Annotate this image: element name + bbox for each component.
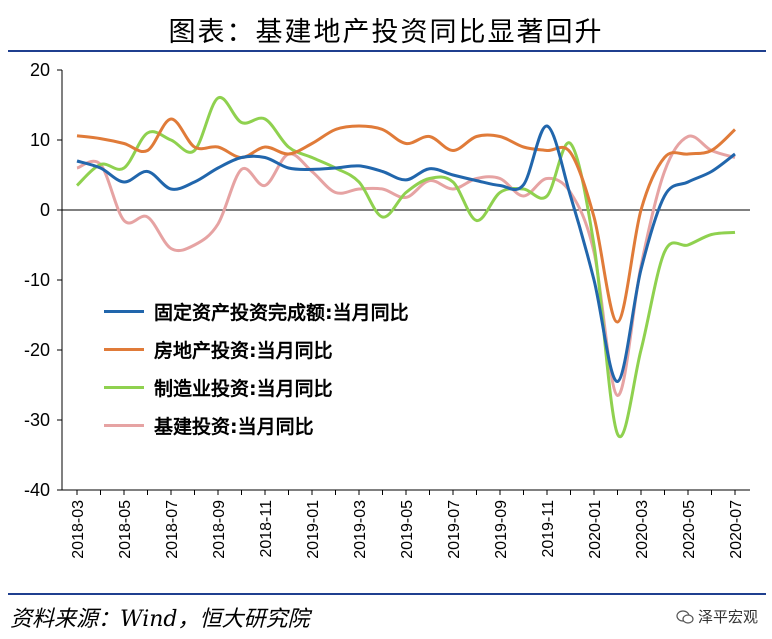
x-tick-label: 2020-07: [728, 500, 745, 559]
x-tick-label: 2019-11: [540, 500, 557, 558]
x-tick-label: 2019-07: [446, 500, 463, 559]
chart-title: 图表：基建地产投资同比显著回升: [168, 17, 604, 48]
legend-swatch: [104, 309, 144, 313]
y-tick-label: 10: [30, 130, 50, 150]
x-tick-label: 2018-07: [164, 500, 181, 559]
y-tick-label: 20: [30, 60, 50, 80]
legend-label: 房地产投资:当月同比: [154, 339, 333, 362]
legend-label: 固定资产投资完成额:当月同比: [154, 301, 409, 324]
y-tick-label: -10: [24, 270, 50, 290]
x-tick-label: 2019-09: [493, 500, 510, 559]
y-tick-label: -40: [24, 480, 50, 500]
wechat-icon: [676, 609, 694, 624]
title-bar: 图表：基建地产投资同比显著回升: [0, 0, 772, 56]
legend-swatch: [104, 385, 144, 389]
legend-swatch: [104, 423, 144, 427]
source-rule: [8, 593, 766, 595]
legend: 固定资产投资完成额:当月同比 房地产投资:当月同比 制造业投资:当月同比 基建投资:当…: [104, 292, 409, 444]
chart: 20 10 0 -10 -20 -30 -40 2018-03 2018-05 2018-07 20…: [24, 60, 750, 559]
y-tick-label: 0: [40, 200, 50, 220]
x-tick-label: 2020-03: [634, 500, 651, 559]
y-tick-label: -20: [24, 340, 50, 360]
watermark: 泽平宏观: [676, 606, 758, 627]
x-tick-label: 2019-03: [352, 500, 369, 559]
series-line-2: [75, 96, 736, 439]
x-tick-label: 2018-11: [258, 500, 275, 558]
x-tick-label: 2020-05: [681, 500, 698, 559]
x-tick-label: 2020-01: [587, 500, 604, 559]
title-rule: [8, 50, 766, 52]
legend-label: 制造业投资:当月同比: [154, 377, 333, 400]
legend-label: 基建投资:当月同比: [154, 415, 314, 438]
legend-swatch: [104, 347, 144, 351]
y-tick-label: -30: [24, 410, 50, 430]
x-tick-label: 2019-01: [305, 500, 322, 559]
legend-item: 房地产投资:当月同比: [104, 330, 409, 368]
source-note: 资料来源：Wind，恒大研究院: [10, 607, 310, 632]
series-line-0: [76, 124, 736, 384]
x-tick-label: 2018-09: [211, 500, 228, 559]
x-tick-label: 2019-05: [399, 500, 416, 559]
x-tick-label: 2018-05: [117, 500, 134, 559]
series-line-1: [76, 117, 737, 324]
legend-item: 基建投资:当月同比: [104, 406, 409, 444]
watermark-text: 泽平宏观: [697, 608, 758, 626]
legend-item: 制造业投资:当月同比: [104, 368, 409, 406]
legend-item: 固定资产投资完成额:当月同比: [104, 292, 409, 330]
x-tick-label: 2018-03: [70, 500, 87, 559]
